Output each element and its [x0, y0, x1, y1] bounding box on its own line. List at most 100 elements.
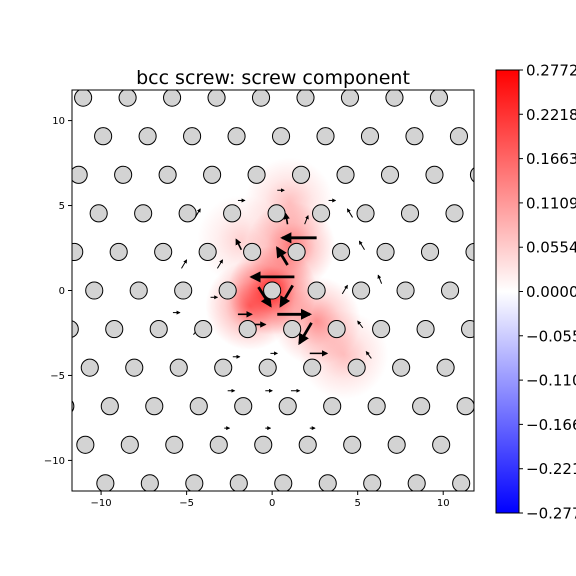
atom: [96, 474, 115, 491]
atom: [292, 165, 311, 184]
atom: [129, 281, 148, 300]
atom: [89, 204, 108, 223]
atom-lattice: [52, 89, 494, 492]
colorbar-gradient: [495, 69, 520, 514]
displacement-arrow: [235, 238, 243, 251]
atom: [134, 204, 153, 223]
atom: [203, 165, 222, 184]
y-tick-label: −10: [44, 456, 65, 467]
x-tick-label: −5: [179, 498, 194, 509]
atom: [100, 397, 119, 416]
atom: [76, 435, 95, 454]
displacement-arrow: [346, 208, 353, 218]
colorbar-tick-label: 0.0000: [526, 283, 576, 301]
atom: [356, 204, 375, 223]
atom: [163, 90, 182, 107]
x-tick-label: 0: [269, 498, 275, 509]
atom: [387, 435, 406, 454]
atom: [72, 320, 79, 338]
atom: [189, 397, 208, 416]
atom: [209, 435, 228, 454]
atom: [461, 320, 474, 339]
atom: [296, 90, 315, 107]
atom: [323, 397, 342, 416]
atom: [445, 204, 464, 223]
atom: [429, 90, 448, 107]
atom: [80, 358, 99, 377]
atom: [405, 127, 424, 146]
atom: [223, 204, 242, 223]
atom: [165, 435, 184, 454]
atom: [416, 320, 435, 339]
displacement-arrow: [358, 240, 365, 250]
atom: [243, 242, 262, 261]
atom: [85, 281, 104, 300]
atom: [456, 397, 474, 416]
displacement-arrow: [298, 322, 313, 346]
atom: [367, 397, 386, 416]
displacement-arrow: [341, 284, 348, 295]
atom: [227, 127, 246, 146]
y-tick-label: 0: [59, 286, 65, 297]
displacement-arrow: [283, 212, 290, 225]
atom: [267, 204, 286, 223]
atom: [298, 435, 317, 454]
displacement-arrow: [279, 284, 294, 308]
atom: [52, 475, 69, 492]
atom: [312, 204, 331, 223]
atom: [254, 435, 273, 454]
atom: [392, 358, 411, 377]
atom: [318, 474, 337, 491]
atom: [109, 242, 128, 261]
atom: [72, 400, 75, 413]
atom: [120, 435, 139, 454]
atom: [258, 358, 277, 377]
atom: [72, 165, 88, 184]
atom: [396, 281, 415, 300]
colorbar-ticks: 0.2772 0.2218 0.1663 0.1109 0.0554 0.0000 −0.0…: [519, 62, 576, 523]
atom: [72, 242, 84, 261]
atom: [183, 127, 202, 146]
atom: [303, 358, 322, 377]
x-tick-label: 5: [354, 498, 360, 509]
atom: [251, 90, 271, 107]
atom: [412, 397, 431, 416]
atom: [347, 358, 366, 377]
atom: [425, 165, 444, 184]
atom: [465, 242, 474, 261]
colorbar-tick-label: −0.0554: [526, 327, 576, 345]
atom: [149, 320, 168, 339]
atom: [178, 204, 197, 223]
atom: [274, 474, 293, 491]
atom: [385, 90, 404, 107]
colorbar-tick-label: −0.2772: [526, 505, 576, 523]
chart-title: bcc screw: screw component: [136, 67, 410, 89]
atom: [154, 242, 173, 261]
atom: [238, 320, 257, 339]
y-tick-label: 10: [52, 116, 65, 127]
atom: [229, 474, 248, 491]
atom: [372, 320, 391, 339]
atom: [263, 281, 282, 300]
y-tick-label: −5: [50, 371, 65, 382]
colorbar-tick-label: 0.2218: [526, 106, 576, 124]
atom: [198, 242, 217, 261]
atom: [74, 90, 93, 107]
x-tick-label: 10: [437, 498, 450, 509]
colorbar-tick-label: −0.1663: [526, 416, 576, 434]
atom: [194, 320, 213, 339]
displacement-arrow: [181, 259, 188, 269]
colorbar-tick-label: −0.1109: [526, 372, 576, 390]
atom: [307, 281, 326, 300]
displacement-arrow: [276, 246, 289, 266]
atom: [469, 167, 474, 183]
atom: [234, 397, 253, 416]
atom: [420, 242, 440, 261]
atom: [352, 281, 371, 300]
atom: [138, 127, 157, 146]
atom: [475, 89, 492, 106]
colorbar-tick-label: 0.2772: [526, 62, 576, 80]
atom: [477, 436, 494, 453]
atom: [118, 90, 137, 107]
